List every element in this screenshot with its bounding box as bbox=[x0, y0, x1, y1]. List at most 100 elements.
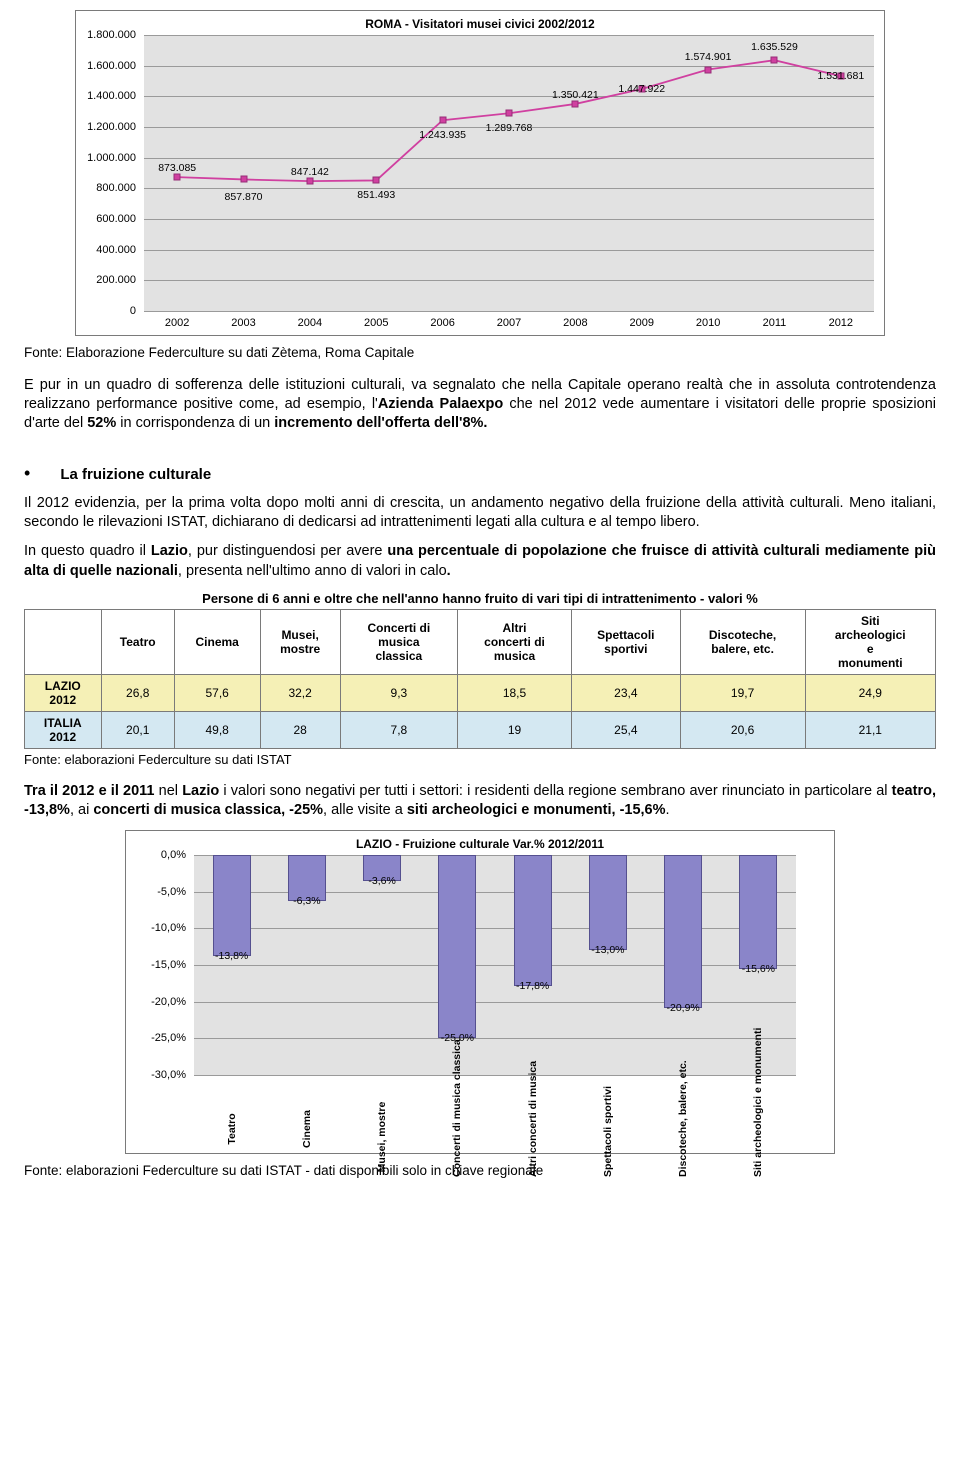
chart2-bar-label: -17,8% bbox=[516, 980, 549, 992]
table-cell: 20,6 bbox=[680, 711, 805, 748]
table-cell: 18,5 bbox=[458, 674, 572, 711]
chart1-data-label: 1.531.681 bbox=[817, 70, 864, 82]
table-cell: 20,1 bbox=[101, 711, 174, 748]
chart1-xtick: 2010 bbox=[696, 317, 720, 329]
chart2-plot: 0,0%-5,0%-10,0%-15,0%-20,0%-25,0%-30,0%-… bbox=[194, 855, 796, 1075]
line-chart-roma-visitatori: ROMA - Visitatori musei civici 2002/2012… bbox=[75, 10, 885, 336]
section-title: La fruizione culturale bbox=[60, 466, 211, 483]
chart1-marker bbox=[439, 117, 446, 124]
chart1-marker bbox=[705, 66, 712, 73]
paragraph-2b: In questo quadro il Lazio, pur distingue… bbox=[24, 542, 936, 580]
chart2-ytick: -10,0% bbox=[126, 922, 186, 934]
chart1-ytick: 1.000.000 bbox=[76, 152, 136, 164]
chart1-xtick: 2006 bbox=[430, 317, 454, 329]
chart1-ytick: 600.000 bbox=[76, 213, 136, 225]
chart1-ytick: 1.800.000 bbox=[76, 29, 136, 41]
table-header-cell: Teatro bbox=[101, 609, 174, 674]
chart1-xtick: 2009 bbox=[629, 317, 653, 329]
chart1-data-label: 1.243.935 bbox=[419, 129, 466, 141]
chart1-ytick: 1.600.000 bbox=[76, 60, 136, 72]
chart1-ytick: 800.000 bbox=[76, 182, 136, 194]
table-cell: 24,9 bbox=[805, 674, 935, 711]
chart2-ytick: -25,0% bbox=[126, 1032, 186, 1044]
chart1-xtick: 2008 bbox=[563, 317, 587, 329]
table-cell: 32,2 bbox=[260, 674, 340, 711]
table-header-cell bbox=[25, 609, 102, 674]
table-title: Persone di 6 anni e oltre che nell'anno … bbox=[24, 591, 936, 606]
table-cell: 25,4 bbox=[572, 711, 681, 748]
table-cell: 19 bbox=[458, 711, 572, 748]
chart2-ytick: 0,0% bbox=[126, 849, 186, 861]
chart2-xtick: Spettacoli sportivi bbox=[602, 1097, 614, 1177]
chart2-bar bbox=[213, 855, 251, 956]
chart1-data-label: 1.289.768 bbox=[486, 122, 533, 134]
table-cell: 9,3 bbox=[340, 674, 457, 711]
chart1-data-label: 851.493 bbox=[357, 189, 395, 201]
chart1-data-label: 857.870 bbox=[225, 191, 263, 203]
chart1-xtick: 2005 bbox=[364, 317, 388, 329]
chart2-title: LAZIO - Fruizione culturale Var.% 2012/2… bbox=[126, 831, 834, 855]
chart1-xtick: 2007 bbox=[497, 317, 521, 329]
table-source: Fonte: elaborazioni Federculture su dati… bbox=[24, 751, 936, 768]
table-header-cell: Musei,mostre bbox=[260, 609, 340, 674]
chart1-marker bbox=[174, 174, 181, 181]
chart1-data-label: 1.350.421 bbox=[552, 89, 599, 101]
section-header-fruizione: • La fruizione culturale bbox=[24, 463, 936, 484]
table-cell: 19,7 bbox=[680, 674, 805, 711]
chart1-marker bbox=[572, 100, 579, 107]
chart2-xtick: Musei, mostre bbox=[376, 1097, 388, 1177]
table-cell: 7,8 bbox=[340, 711, 457, 748]
bar-chart-lazio-fruizione: LAZIO - Fruizione culturale Var.% 2012/2… bbox=[125, 830, 835, 1154]
paragraph-2a: Il 2012 evidenzia, per la prima volta do… bbox=[24, 494, 936, 532]
chart2-xtick: Discoteche, balere, etc. bbox=[677, 1097, 689, 1177]
chart2-bar bbox=[589, 855, 627, 950]
chart2-xtick: Siti archeologici e monumenti bbox=[752, 1097, 764, 1177]
table-cell: 23,4 bbox=[572, 674, 681, 711]
chart2-ytick: -5,0% bbox=[126, 886, 186, 898]
table-row-header: ITALIA2012 bbox=[25, 711, 102, 748]
chart2-xtick: Cinema bbox=[301, 1089, 313, 1169]
chart2-bar-label: -20,9% bbox=[666, 1002, 699, 1014]
table-header-cell: Sitiarcheologiciemonumenti bbox=[805, 609, 935, 674]
table-header-cell: Concerti dimusicaclassica bbox=[340, 609, 457, 674]
chart1-data-label: 1.447.922 bbox=[618, 83, 665, 95]
chart1-title: ROMA - Visitatori musei civici 2002/2012 bbox=[76, 11, 884, 35]
chart2-bar bbox=[739, 855, 777, 969]
chart1-plot: 0200.000400.000600.000800.0001.000.0001.… bbox=[144, 35, 874, 311]
chart1-ytick: 1.200.000 bbox=[76, 121, 136, 133]
chart1-data-label: 1.574.901 bbox=[685, 51, 732, 63]
table-cell: 57,6 bbox=[174, 674, 260, 711]
paragraph-palaexpo: E pur in un quadro di sofferenza delle i… bbox=[24, 376, 936, 433]
chart1-ytick: 0 bbox=[76, 305, 136, 317]
table-header-cell: Discoteche,balere, etc. bbox=[680, 609, 805, 674]
chart1-ytick: 400.000 bbox=[76, 244, 136, 256]
chart2-bar bbox=[438, 855, 476, 1038]
chart2-source: Fonte: elaborazioni Federculture su dati… bbox=[24, 1162, 936, 1180]
bullet-icon: • bbox=[24, 463, 30, 484]
chart1-xtick: 2003 bbox=[231, 317, 255, 329]
intrattenimento-table: TeatroCinemaMusei,mostreConcerti dimusic… bbox=[24, 609, 936, 749]
chart1-ytick: 200.000 bbox=[76, 274, 136, 286]
chart2-ytick: -15,0% bbox=[126, 959, 186, 971]
chart2-xtick: Concerti di musica classica bbox=[451, 1097, 463, 1177]
chart1-xtick: 2011 bbox=[763, 317, 787, 329]
chart2-xtick: Teatro bbox=[226, 1089, 238, 1169]
table-cell: 28 bbox=[260, 711, 340, 748]
chart1-xtick: 2002 bbox=[165, 317, 189, 329]
chart2-bar-label: -6,3% bbox=[293, 895, 320, 907]
chart1-data-label: 847.142 bbox=[291, 166, 329, 178]
table-header-cell: Altriconcerti dimusica bbox=[458, 609, 572, 674]
paragraph-3: Tra il 2012 e il 2011 nel Lazio i valori… bbox=[24, 782, 936, 820]
table-row-header: LAZIO2012 bbox=[25, 674, 102, 711]
chart1-marker bbox=[373, 177, 380, 184]
chart1-xtick: 2004 bbox=[298, 317, 322, 329]
chart1-marker bbox=[506, 110, 513, 117]
chart1-data-label: 1.635.529 bbox=[751, 41, 798, 53]
chart2-ytick: -20,0% bbox=[126, 996, 186, 1008]
chart1-data-label: 873.085 bbox=[158, 162, 196, 174]
table-cell: 21,1 bbox=[805, 711, 935, 748]
chart2-bar bbox=[664, 855, 702, 1008]
chart1-marker bbox=[306, 178, 313, 185]
chart1-marker bbox=[771, 57, 778, 64]
table-cell: 49,8 bbox=[174, 711, 260, 748]
